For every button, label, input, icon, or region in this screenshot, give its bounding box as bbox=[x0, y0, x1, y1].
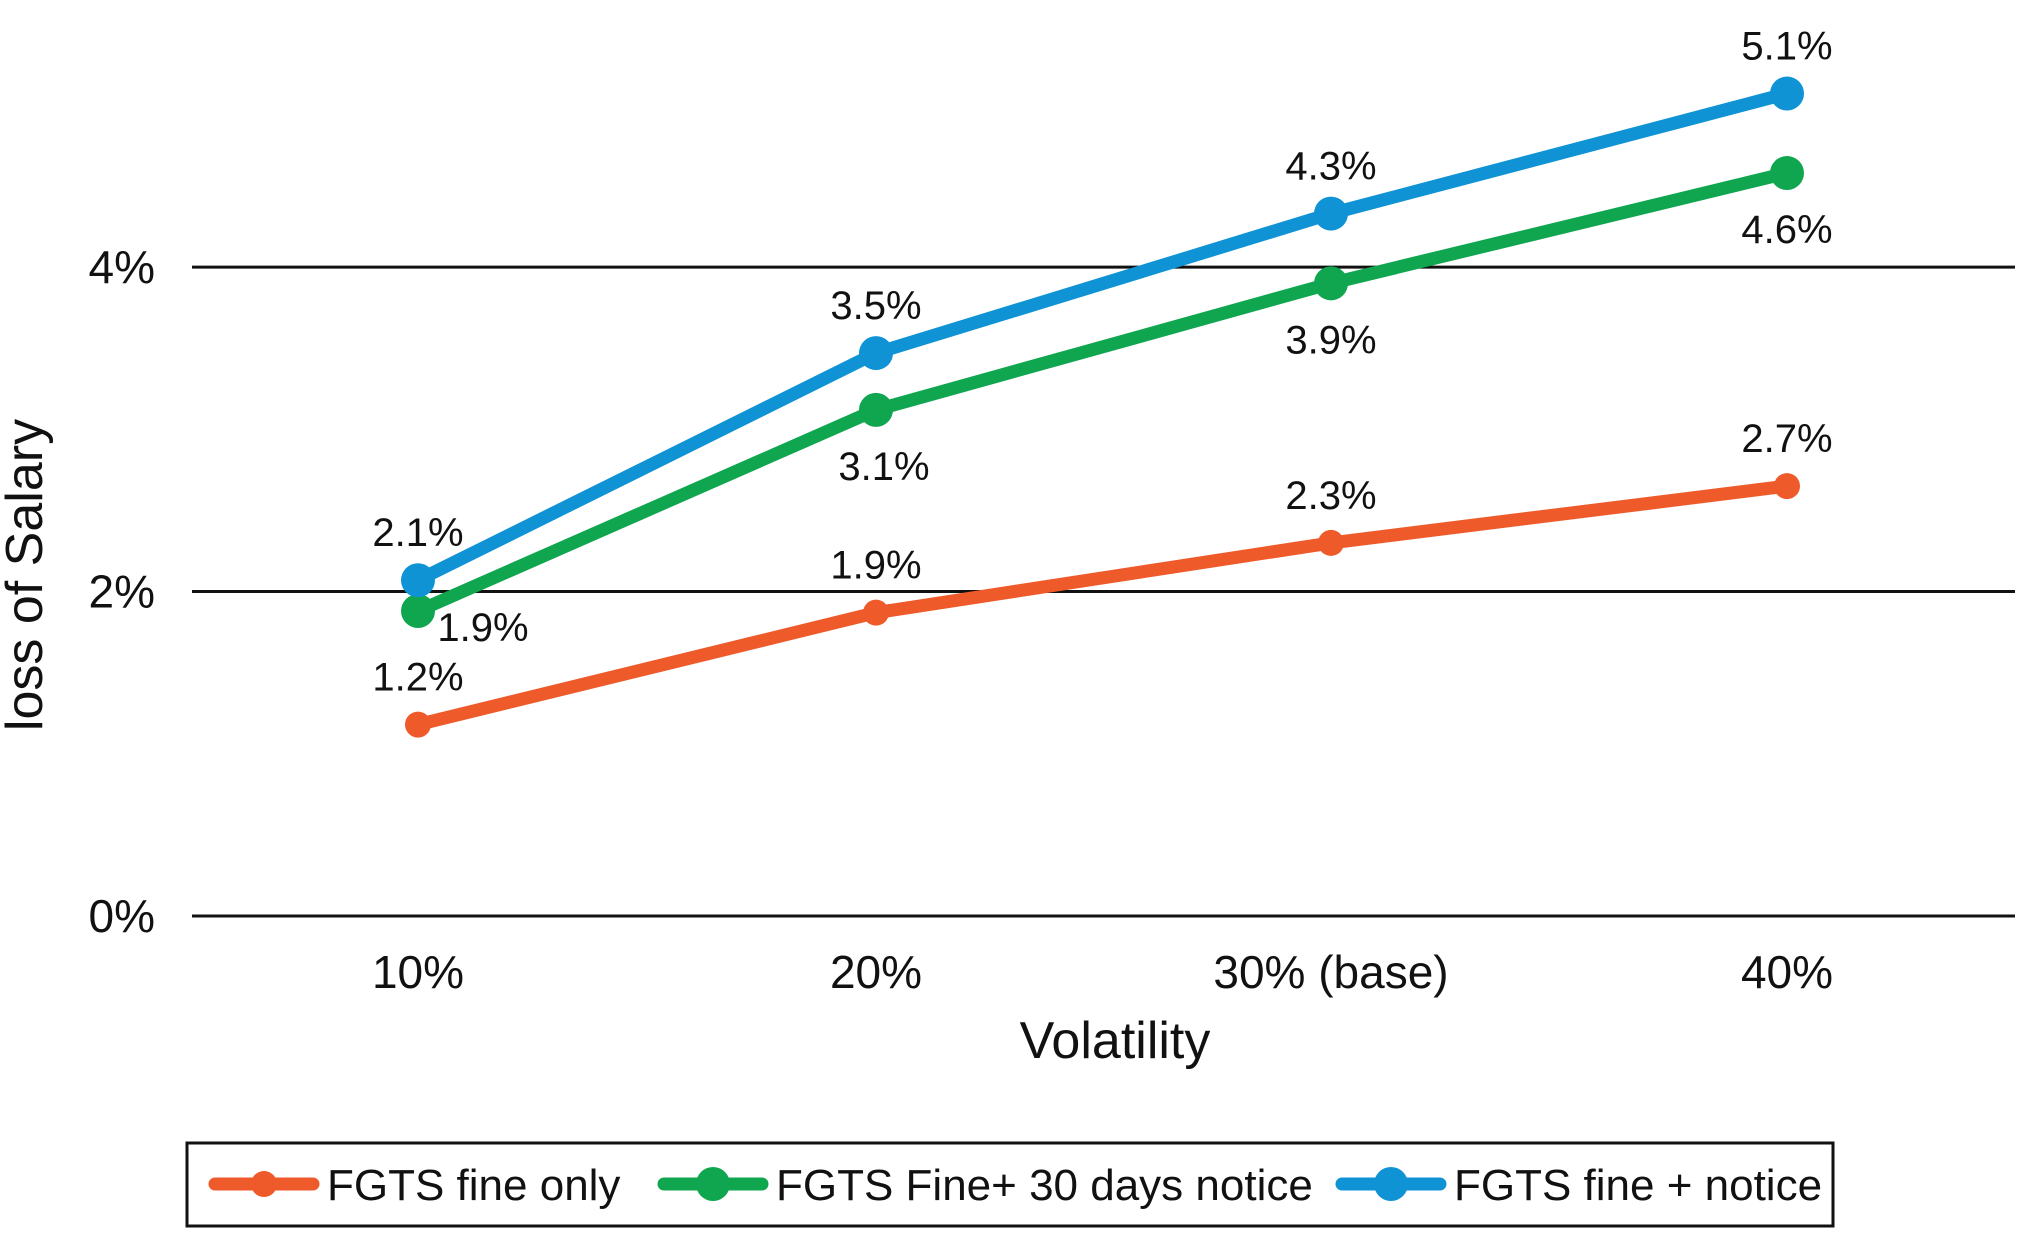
x-tick-label: 30% (base) bbox=[1213, 946, 1448, 998]
series-2 bbox=[401, 156, 1804, 629]
y-tick-label: 2% bbox=[89, 566, 155, 618]
series-line bbox=[411, 87, 1794, 587]
legend-label: FGTS fine only bbox=[327, 1161, 620, 1210]
legend-swatch-marker bbox=[1374, 1167, 1408, 1201]
legend-frame bbox=[185, 1141, 1835, 1228]
data-point bbox=[859, 336, 893, 371]
data-label: 4.3% bbox=[1285, 145, 1376, 189]
legend: FGTS fine only FGTS Fine+ 30 days notice F… bbox=[185, 1141, 1835, 1228]
grid-lines bbox=[192, 265, 2015, 918]
legend-item-3: FGTS fine + notice bbox=[1335, 1161, 1822, 1210]
y-tick-label: 0% bbox=[89, 890, 155, 942]
data-labels: 1.2% 1.9% 2.3% 2.7% 1.9% 3.1% 3.9% 4.6% 2.1% 3.5%… bbox=[372, 25, 1832, 700]
x-axis-ticks: 10% 20% 30% (base) 40% bbox=[372, 946, 1833, 998]
x-tick-label: 10% bbox=[372, 946, 464, 998]
data-point bbox=[863, 599, 889, 626]
data-point bbox=[401, 594, 435, 629]
series-1 bbox=[405, 473, 1800, 738]
data-label: 1.2% bbox=[372, 656, 463, 700]
legend-label: FGTS Fine+ 30 days notice bbox=[776, 1161, 1313, 1210]
legend-item-2: FGTS Fine+ 30 days notice bbox=[657, 1161, 1313, 1210]
y-tick-label: 4% bbox=[89, 241, 155, 293]
data-label: 1.9% bbox=[437, 606, 528, 650]
data-point bbox=[1774, 473, 1800, 500]
data-label: 3.5% bbox=[830, 284, 921, 328]
y-axis-ticks: 0% 2% 4% bbox=[89, 241, 155, 942]
series-line bbox=[411, 166, 1794, 618]
data-label: 3.9% bbox=[1285, 318, 1376, 362]
data-label: 2.3% bbox=[1285, 474, 1376, 518]
legend-swatch-marker bbox=[251, 1171, 277, 1197]
legend-item-1: FGTS fine only bbox=[208, 1161, 620, 1210]
x-tick-label: 20% bbox=[830, 946, 922, 998]
x-tick-label: 40% bbox=[1741, 946, 1833, 998]
data-label: 2.1% bbox=[372, 511, 463, 555]
series-lines bbox=[401, 76, 1804, 738]
data-point bbox=[1318, 529, 1344, 556]
data-point bbox=[401, 563, 435, 598]
legend-label: FGTS fine + notice bbox=[1454, 1161, 1822, 1210]
legend-swatch-marker bbox=[696, 1167, 730, 1201]
data-point bbox=[1770, 76, 1804, 111]
series-line bbox=[411, 479, 1794, 732]
data-point bbox=[1314, 266, 1348, 301]
data-point bbox=[405, 711, 431, 738]
y-axis-title: loss of Salary bbox=[0, 419, 54, 731]
data-label: 3.1% bbox=[838, 445, 929, 489]
data-label: 5.1% bbox=[1741, 25, 1832, 69]
series-3 bbox=[401, 76, 1804, 598]
data-label: 1.9% bbox=[830, 544, 921, 588]
x-axis-title: Volatility bbox=[1020, 1012, 1211, 1070]
data-label: 4.6% bbox=[1741, 208, 1832, 252]
legend-items: FGTS fine only FGTS Fine+ 30 days notice F… bbox=[208, 1161, 1822, 1210]
data-point bbox=[859, 392, 893, 427]
data-point bbox=[1770, 156, 1804, 191]
data-point bbox=[1314, 196, 1348, 231]
data-label: 2.7% bbox=[1741, 417, 1832, 461]
